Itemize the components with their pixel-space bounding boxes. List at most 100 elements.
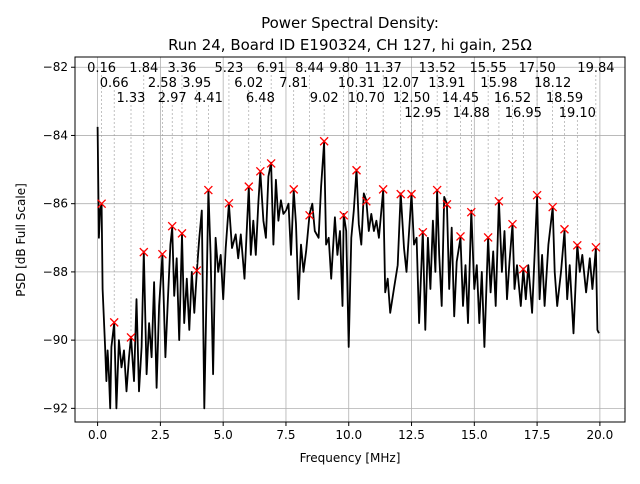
peak-label: 14.45 [442, 91, 479, 106]
peak-label: 2.97 [158, 91, 187, 106]
peak-x-stroke [319, 136, 329, 146]
peak-label: 1.33 [117, 91, 146, 106]
peak-label: 6.02 [234, 76, 263, 91]
peak-label: 12.95 [404, 106, 441, 121]
peak-x-stroke [339, 210, 349, 220]
peak-marker [572, 240, 582, 250]
peak-label: 2.58 [148, 76, 177, 91]
peak-label: 14.88 [453, 106, 490, 121]
peak-x-stroke [508, 219, 517, 229]
y-tick-label: −90 [43, 333, 68, 347]
peak-label: 13.91 [428, 76, 465, 91]
peak-x-stroke [407, 189, 416, 199]
x-axis-label: Frequency [MHz] [300, 451, 401, 465]
peak-marker [126, 332, 136, 342]
peak-label: 17.50 [519, 61, 556, 76]
peak-label: 12.50 [393, 91, 430, 106]
peak-marker [560, 224, 569, 234]
peak-marker [203, 185, 213, 195]
peak-x-stroke [494, 196, 504, 206]
x-tick-label: 10.0 [335, 428, 362, 442]
peak-marker [244, 182, 254, 192]
peak-x-stroke [442, 199, 452, 209]
peak-x-stroke [591, 242, 601, 252]
peak-marker [508, 219, 517, 229]
peak-label: 19.10 [559, 106, 596, 121]
peak-x-stroke [548, 202, 558, 212]
peak-x-stroke [109, 317, 119, 327]
peak-label: 5.23 [215, 61, 244, 76]
peak-marker [319, 136, 329, 146]
peak-label: 8.44 [295, 61, 324, 76]
peak-x-stroke [192, 266, 202, 276]
peak-label: 10.31 [338, 76, 375, 91]
peak-marker [157, 249, 167, 259]
peak-label: 15.55 [470, 61, 507, 76]
peak-x-stroke [352, 165, 361, 175]
peak-x-stroke [572, 240, 582, 250]
peak-x-stroke [483, 232, 493, 242]
x-tick-label: 2.5 [151, 428, 170, 442]
peak-label: 9.02 [310, 91, 339, 106]
peak-x-stroke [305, 210, 315, 220]
peak-label: 11.37 [365, 61, 402, 76]
peak-marker [255, 166, 265, 176]
x-tick-label: 5.0 [214, 428, 233, 442]
peak-x-stroke [203, 185, 213, 195]
peak-label: 16.52 [494, 91, 531, 106]
y-tick-label: −88 [43, 265, 68, 279]
peak-x-stroke [167, 221, 177, 231]
peak-marker [548, 202, 558, 212]
x-tick-label: 0.0 [88, 428, 107, 442]
plot-frame [74, 56, 626, 423]
peak-x-stroke [532, 190, 542, 200]
peak-marker [442, 199, 452, 209]
axis-ticks: 0.0 2.5 5.0 7.5 10.0 12.5 15.0 17.5 20.0 −92 −90 −8… [43, 60, 614, 442]
peak-label: 13.52 [419, 61, 456, 76]
peak-marker [494, 196, 504, 206]
peak-marker [361, 196, 371, 206]
peak-label: 18.12 [534, 76, 571, 91]
y-tick-label: −86 [43, 197, 68, 211]
peak-marker [407, 189, 416, 199]
peak-label: 12.07 [382, 76, 419, 91]
peak-label: 0.16 [87, 61, 116, 76]
peak-x-stroke [378, 184, 388, 194]
peak-marker [591, 242, 601, 252]
peak-x-stroke [396, 189, 406, 199]
peak-marker [352, 165, 361, 175]
peak-marker [466, 207, 476, 217]
peak-x-stroke [244, 182, 254, 192]
peak-leader-lines [101, 75, 597, 333]
peak-marker [224, 198, 234, 208]
peak-marker [432, 185, 442, 195]
peak-label: 6.48 [246, 91, 275, 106]
peak-marker [396, 189, 406, 199]
peak-x-stroke [266, 158, 276, 168]
chart-title: Power Spectral Density: [261, 14, 439, 32]
peak-x-stroke [418, 227, 428, 237]
peak-x-stroke [518, 264, 528, 274]
peak-marker [518, 264, 528, 274]
peak-marker [418, 227, 428, 237]
x-tick-label: 15.0 [461, 428, 488, 442]
peak-marker [167, 221, 177, 231]
peak-label: 19.84 [577, 61, 614, 76]
peak-x-stroke [289, 184, 299, 194]
peak-marker [532, 190, 542, 200]
peak-x-stroke [466, 207, 476, 217]
peak-label: 0.66 [100, 76, 129, 91]
peak-x-stroke [177, 228, 187, 238]
x-tick-label: 20.0 [587, 428, 614, 442]
peak-marker [289, 184, 299, 194]
peak-marker [483, 232, 493, 242]
psd-trace-line [96, 126, 600, 410]
y-tick-label: −84 [43, 128, 68, 142]
peak-x-stroke [255, 166, 265, 176]
peak-marker [339, 210, 349, 220]
peak-label: 10.70 [348, 91, 385, 106]
peak-markers: 0.160.661.33 1.842.582.97 3.363.954.41 5.23… [87, 61, 615, 342]
peak-label: 3.95 [182, 76, 211, 91]
peak-label: 3.36 [168, 61, 197, 76]
